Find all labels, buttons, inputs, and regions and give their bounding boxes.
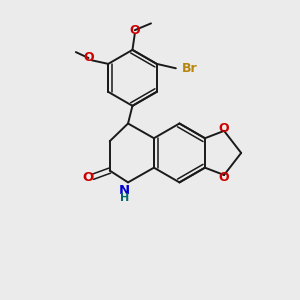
Text: H: H bbox=[120, 193, 129, 203]
Text: N: N bbox=[119, 184, 130, 197]
Text: Br: Br bbox=[182, 62, 198, 75]
Text: O: O bbox=[219, 171, 230, 184]
Text: O: O bbox=[130, 24, 140, 37]
Text: O: O bbox=[83, 52, 94, 64]
Text: O: O bbox=[82, 171, 93, 184]
Text: O: O bbox=[219, 122, 230, 135]
